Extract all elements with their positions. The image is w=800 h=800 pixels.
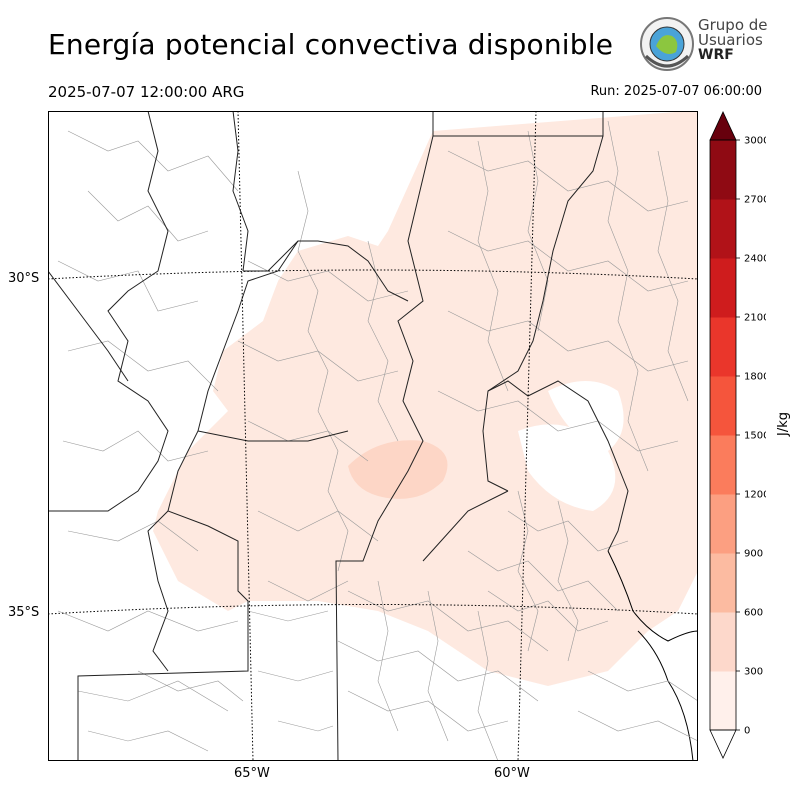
graticule	[48, 111, 698, 761]
province-boundaries	[48, 111, 629, 761]
cape-shading-area	[158, 111, 698, 686]
colorbar-tick-label: 2100	[744, 313, 766, 324]
logo-seal-laurel	[644, 54, 690, 68]
colorbar-tick-label: 2400	[744, 254, 766, 265]
cape-map	[48, 111, 698, 761]
colorbar-bin	[710, 612, 736, 672]
cape-shading-southwest	[153, 511, 248, 611]
colorbar-tick-label: 600	[744, 608, 763, 619]
colorbar-tick-label: 900	[744, 549, 763, 560]
logo-text: Grupo de Usuarios WRF	[698, 18, 768, 63]
colorbar-bin	[710, 494, 736, 554]
department-boundaries	[57, 120, 698, 761]
colorbar-bin	[710, 671, 736, 731]
colorbar-extend-min	[709, 729, 737, 759]
colorbar-tick-label: 300	[744, 667, 763, 678]
cape-hole-north	[208, 251, 278, 351]
colorbar-tick-label: 1500	[744, 431, 766, 442]
logo-seal-land	[656, 35, 678, 54]
colorbar-bin	[710, 258, 736, 318]
logo-line2: Usuarios	[698, 31, 763, 49]
wrf-logo	[640, 17, 694, 71]
logo-line1: Grupo de	[698, 16, 768, 34]
colorbar-tick-label: 1800	[744, 372, 766, 383]
lon-label-60w: 60°W	[494, 766, 530, 781]
colorbar-tick-label: 2700	[744, 195, 766, 206]
valid-time: 2025-07-07 12:00:00 ARG	[48, 83, 245, 101]
colorbar-bin	[710, 199, 736, 259]
colorbar-tick-label: 3000	[744, 136, 766, 147]
colorbar-bin	[710, 140, 736, 200]
lon-label-65w: 65°W	[234, 766, 270, 781]
lat-label-30s: 30°S	[8, 271, 40, 286]
run-time: Run: 2025-07-07 06:00:00	[590, 84, 762, 99]
map-frame	[48, 111, 698, 761]
lat-label-35s: 35°S	[8, 605, 40, 620]
cape-hole-east	[518, 424, 616, 511]
colorbar-bin	[710, 376, 736, 436]
page-title: Energía potencial convectiva disponible	[48, 28, 614, 61]
colorbar-bin	[710, 317, 736, 377]
colorbar-extend-max	[709, 111, 737, 141]
colorbar-bin	[710, 435, 736, 495]
graticule-lat-30s	[48, 269, 698, 280]
colorbar: 0 300 600 900 1200 1500 1800 2100 2400 2700 3000	[709, 111, 766, 759]
colorbar-unit: J/kg	[776, 412, 791, 436]
colorbar-bin	[710, 553, 736, 613]
logo-line3: WRF	[698, 47, 734, 63]
cape-shading-central	[348, 440, 448, 499]
colorbar-tick-label: 1200	[744, 490, 766, 501]
graticule-lat-35s	[48, 604, 698, 615]
colorbar-tick-label: 0	[744, 726, 750, 737]
